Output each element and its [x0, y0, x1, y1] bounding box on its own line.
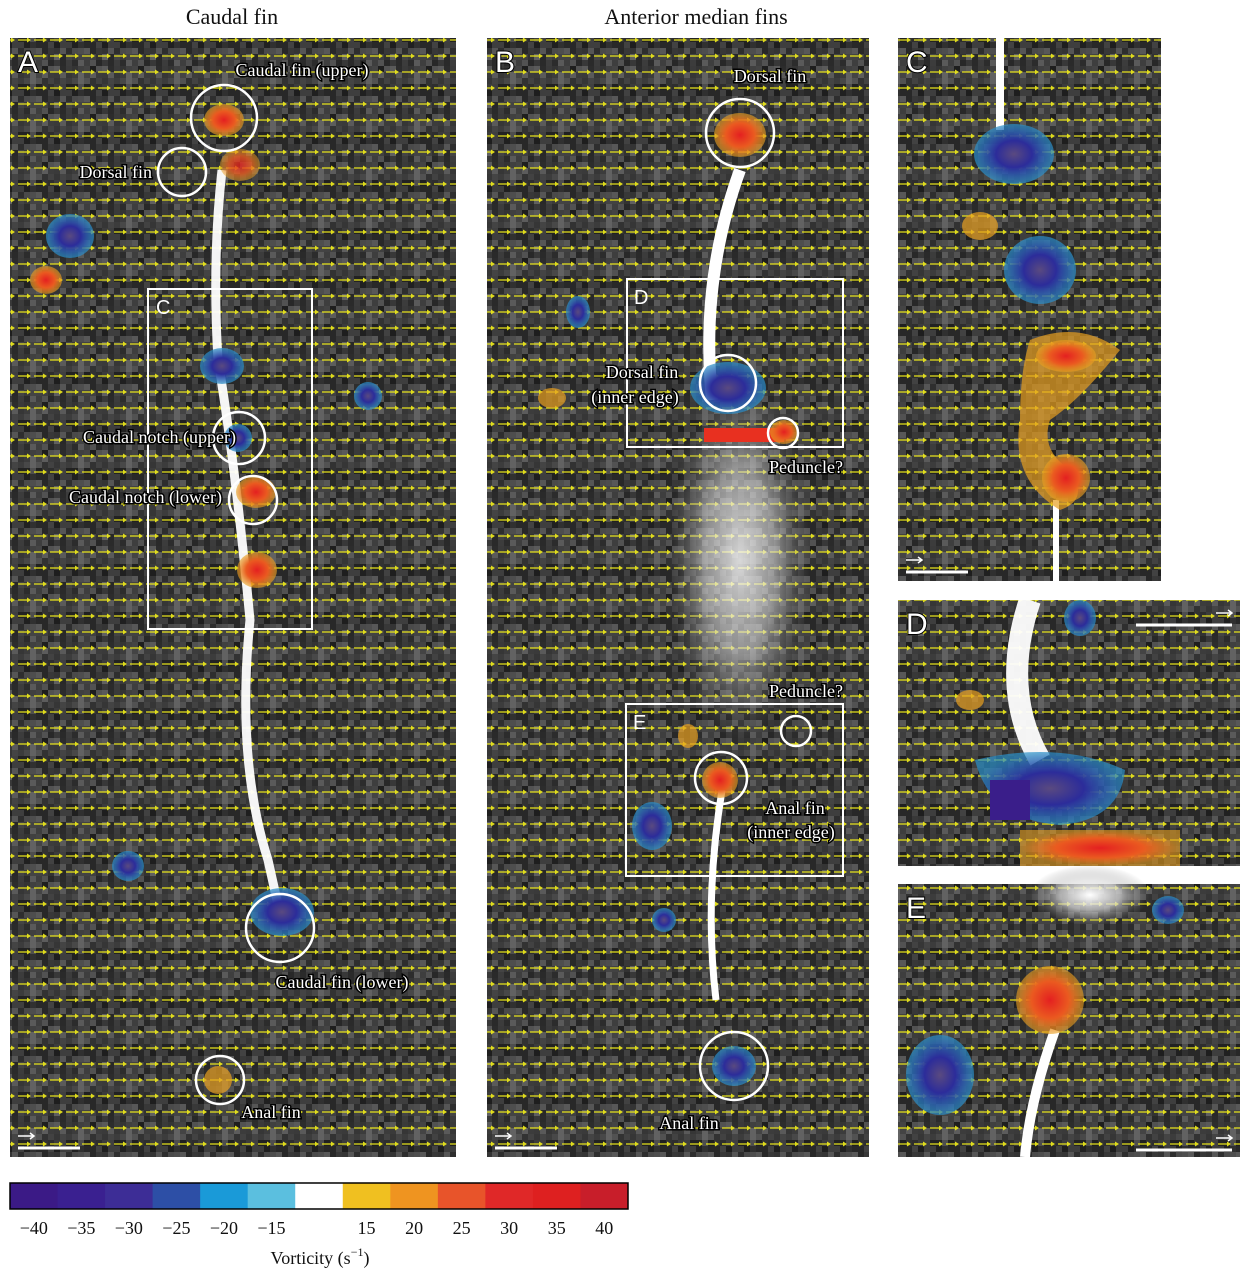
- colorbar-label-close: ): [363, 1248, 369, 1269]
- colorbar-tick-label: −20: [210, 1218, 238, 1238]
- colorbar-tick-label: −30: [115, 1218, 143, 1238]
- colorbar-cell: [200, 1183, 248, 1209]
- colorbar-label-text: Vorticity (s: [271, 1248, 351, 1269]
- colorbar-cell: [390, 1183, 438, 1209]
- colorbar-label: Vorticity (s−1): [271, 1245, 370, 1269]
- annotation: Peduncle?: [769, 681, 843, 701]
- colorbar-label-sup: −1: [351, 1245, 364, 1259]
- colorbar-cell: [580, 1183, 628, 1209]
- colorbar-tick-label: 35: [548, 1218, 566, 1238]
- colorbar-cell: [58, 1183, 106, 1209]
- colorbar-cell: [295, 1183, 343, 1209]
- colorbar-cell: [10, 1183, 58, 1209]
- annotation: Anal fin: [765, 798, 824, 818]
- colorbar-cell: [343, 1183, 391, 1209]
- colorbar-cell: [533, 1183, 581, 1209]
- velocity-field: [898, 38, 1161, 581]
- colorbar-tick-label: 25: [453, 1218, 471, 1238]
- colorbar-tick-label: −35: [67, 1218, 95, 1238]
- colorbar-tick-label: 30: [500, 1218, 518, 1238]
- colorbar-cell: [485, 1183, 533, 1209]
- colorbar: [10, 1183, 629, 1209]
- colorbar-cell: [438, 1183, 486, 1209]
- colorbar-tick-label: 15: [358, 1218, 376, 1238]
- panel-letter: E: [906, 892, 926, 925]
- colorbar-cell: [248, 1183, 296, 1209]
- annotation: Caudal fin (upper): [236, 60, 369, 81]
- panel-letter: B: [495, 46, 515, 79]
- panel-letter: C: [906, 46, 928, 79]
- annotation: Dorsal fin: [734, 66, 806, 86]
- annotation: Peduncle?: [769, 457, 843, 477]
- column-header: Anterior median fins: [604, 4, 787, 29]
- colorbar-tick-label: −15: [257, 1218, 285, 1238]
- panel-letter: D: [906, 608, 928, 641]
- column-header: Caudal fin: [186, 4, 278, 29]
- annotation: (inner edge): [591, 387, 678, 408]
- box-label: C: [156, 297, 170, 319]
- colorbar-cell: [153, 1183, 201, 1209]
- velocity-field: [898, 600, 1240, 866]
- box-label: E: [633, 712, 646, 734]
- annotation: (inner edge): [747, 822, 834, 843]
- page: {"headers": ["Caudal fin", "Anterior med…: [0, 0, 1240, 1271]
- box-label: D: [634, 287, 648, 309]
- colorbar-tick-label: 20: [405, 1218, 423, 1238]
- figure: Caudal fin Anterior median fins Caudal f…: [0, 0, 1240, 1271]
- annotation: Caudal fin (lower): [276, 972, 409, 993]
- annotation: Dorsal fin: [80, 162, 152, 182]
- annotation: Anal fin: [241, 1102, 300, 1122]
- annotation: Caudal notch (upper): [83, 427, 236, 448]
- colorbar-tick-label: −25: [162, 1218, 190, 1238]
- annotation: Dorsal fin: [606, 362, 678, 382]
- colorbar-cell: [105, 1183, 153, 1209]
- panel-letter: A: [18, 46, 38, 79]
- colorbar-tick-label: 40: [595, 1218, 613, 1238]
- annotation: Anal fin: [659, 1113, 718, 1133]
- annotation: Caudal notch (lower): [69, 487, 222, 508]
- colorbar-tick-label: −40: [20, 1218, 48, 1238]
